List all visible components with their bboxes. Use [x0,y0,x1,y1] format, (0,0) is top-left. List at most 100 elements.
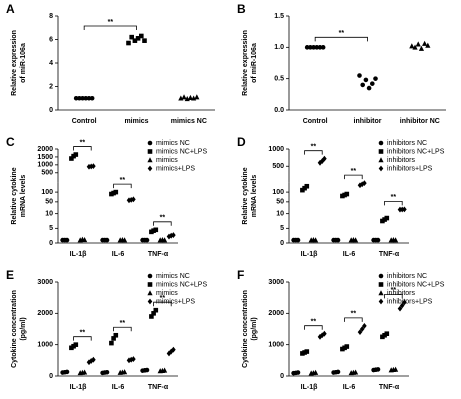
panel: B Relative expression of miR-106a 0.0 0.5 1.0… [237,2,446,125]
data-point [317,45,323,50]
data-point [335,369,341,375]
y-tick-label: 0 [49,107,53,114]
data-point [80,95,85,101]
panel: C Relative cytokine mRNA levels 0 5 10 50 100 50… [6,135,207,258]
legend-label: mimics NC [156,273,190,280]
data-point [126,40,131,46]
y-tick-label: 0 [49,373,53,380]
data-point [132,38,138,43]
data-point [425,42,431,48]
data-point [144,367,150,373]
data-point [393,366,399,372]
legend-marker [378,290,384,296]
data-point [135,36,141,41]
data-point [304,45,310,50]
data-point [359,181,365,188]
legend-label: inhibitors+LPS [387,298,433,305]
y-tick-label: 0.5 [274,76,284,83]
y-axis-label: (pg/ml) [20,317,27,340]
y-tick-label: 3000 [268,279,284,286]
significance-bracket [304,325,323,330]
x-tick-label: mimics [124,118,148,125]
y-tick-label: 0 [280,373,284,380]
significance-label: ** [120,177,126,184]
significance-label: ** [160,295,166,302]
y-tick-label: 2000 [37,146,53,153]
data-point [357,329,363,336]
x-tick-label: IL-6 [112,251,125,258]
y-tick-label: 50 [276,199,284,206]
legend-marker [147,165,153,172]
panel: A Relative expression of miR-106a 0 2 4 6 8 Cont… [6,2,215,125]
y-axis-label: Relative expression [11,30,18,96]
data-point [409,43,415,49]
data-point [113,332,119,338]
data-point [373,76,378,81]
significance-bracket [314,36,368,42]
y-tick-label: 2000 [37,310,53,317]
data-point [320,45,326,50]
legend-label: mimics NC [156,140,190,147]
data-point [171,232,176,238]
significance-label: ** [339,30,345,37]
data-point [129,34,134,40]
data-point [344,344,350,349]
y-tick-label: 50 [45,199,53,206]
x-tick-label: TNF-α [379,251,400,258]
x-tick-label: IL-1β [301,251,318,258]
legend-marker [378,165,384,172]
legend-marker [378,282,384,287]
data-point [399,302,405,309]
y-tick-label: 5 [49,225,53,232]
x-tick-label: TNF-α [379,384,400,391]
data-point [64,237,70,243]
data-point [344,191,350,197]
y-tick-label: 3000 [37,279,53,286]
data-point [162,367,168,373]
significance-bracket [344,174,363,180]
data-point [128,356,134,363]
data-point [314,45,320,50]
legend-label: mimics+LPS [156,165,195,172]
data-point [295,237,301,243]
x-tick-label: Control [303,118,328,125]
significance-label: ** [391,194,397,201]
legend-label: inhibitors NC [387,273,427,280]
x-tick-label: TNF-α [148,384,169,391]
data-point [139,33,144,39]
data-point [359,326,365,332]
data-point [122,237,128,243]
x-tick-label: IL-6 [112,384,125,391]
data-point [86,359,92,366]
y-tick-label: 1500 [37,154,53,161]
y-tick-label: 0 [49,240,53,247]
y-tick-label: 2000 [268,310,284,317]
data-point [412,44,418,50]
x-tick-label: IL-6 [343,251,356,258]
significance-bracket [384,293,403,299]
data-point [89,95,95,101]
data-point [397,305,403,312]
panel-letter: E [6,268,14,282]
significance-label: ** [311,319,317,326]
data-point [151,311,156,316]
legend-label: inhibitors NC+LPS [387,281,445,288]
legend-marker [147,149,153,154]
y-axis-label: of miR-106a [251,43,258,83]
y-tick-label: 100 [41,189,53,196]
panel-letter: C [6,135,15,149]
data-point [73,152,79,157]
data-point [86,163,92,170]
y-tick-label: 0.0 [274,107,284,114]
panel-letter: A [6,2,15,16]
panel: E Cytokine concentration (pg/ml) 0 1000 2000 3… [6,268,207,391]
significance-label: ** [391,287,397,294]
data-point [104,237,110,243]
legend-label: mimics NC+LPS [156,281,207,288]
significance-label: ** [80,330,86,337]
data-point [370,81,375,86]
legend-label: inhibitors+LPS [387,165,433,172]
data-point [363,77,369,83]
data-point [77,95,82,101]
data-point [418,45,425,51]
